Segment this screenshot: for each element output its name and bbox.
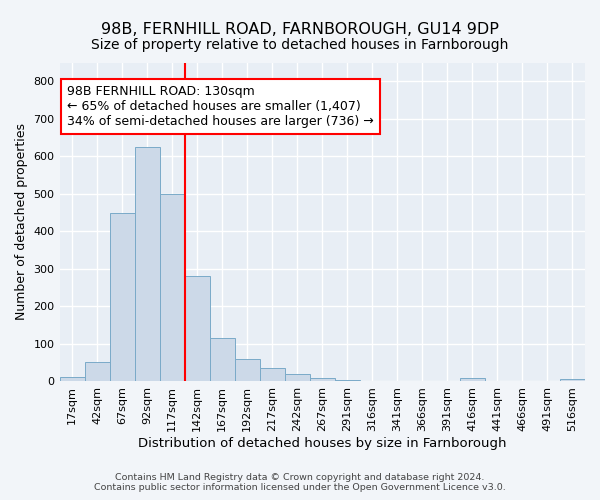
Bar	[460, 378, 485, 382]
Bar	[134, 147, 160, 382]
Bar	[260, 368, 285, 382]
Text: Contains HM Land Registry data © Crown copyright and database right 2024.
Contai: Contains HM Land Registry data © Crown c…	[94, 473, 506, 492]
Text: 98B FERNHILL ROAD: 130sqm
← 65% of detached houses are smaller (1,407)
34% of se: 98B FERNHILL ROAD: 130sqm ← 65% of detac…	[67, 85, 374, 128]
Bar	[285, 374, 310, 382]
Bar	[209, 338, 235, 382]
Bar	[110, 212, 134, 382]
Bar	[160, 194, 185, 382]
Bar	[310, 378, 335, 382]
Bar	[560, 379, 585, 382]
Bar	[235, 359, 260, 382]
Bar	[185, 276, 209, 382]
Y-axis label: Number of detached properties: Number of detached properties	[15, 124, 28, 320]
Text: Size of property relative to detached houses in Farnborough: Size of property relative to detached ho…	[91, 38, 509, 52]
Bar	[85, 362, 110, 382]
X-axis label: Distribution of detached houses by size in Farnborough: Distribution of detached houses by size …	[138, 437, 506, 450]
Bar	[335, 380, 360, 382]
Bar	[59, 377, 85, 382]
Text: 98B, FERNHILL ROAD, FARNBOROUGH, GU14 9DP: 98B, FERNHILL ROAD, FARNBOROUGH, GU14 9D…	[101, 22, 499, 38]
